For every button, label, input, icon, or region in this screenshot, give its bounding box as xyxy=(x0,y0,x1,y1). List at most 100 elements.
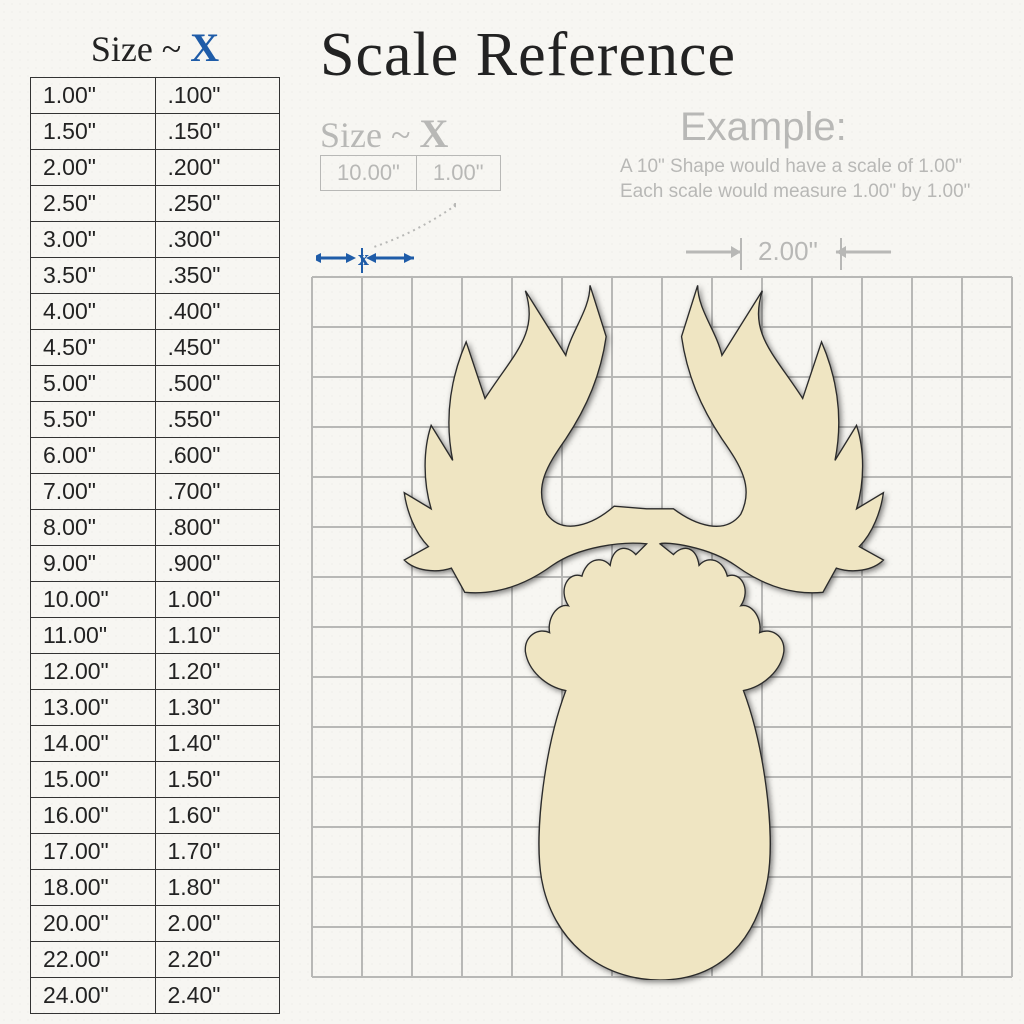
table-cell: 1.50" xyxy=(31,114,156,150)
arrow-right-icon xyxy=(346,253,356,263)
table-cell: 4.50" xyxy=(31,330,156,366)
table-row: 6.00".600" xyxy=(31,438,280,474)
size-table-section: Size ~ X 1.00".100"1.50".150"2.00".200"2… xyxy=(30,24,280,1014)
deer-silhouette-icon xyxy=(370,280,950,980)
table-cell: 17.00" xyxy=(31,834,156,870)
mini-size-title-highlight: X xyxy=(419,111,448,156)
table-cell: 1.80" xyxy=(155,870,280,906)
table-cell: 14.00" xyxy=(31,726,156,762)
arrow-right-icon xyxy=(404,253,414,263)
table-cell: 2.40" xyxy=(155,978,280,1014)
callout-dot-icon xyxy=(454,203,457,208)
table-row: 24.00"2.40" xyxy=(31,978,280,1014)
table-row: 12.00"1.20" xyxy=(31,654,280,690)
table-row: 7.00".700" xyxy=(31,474,280,510)
table-cell: .100" xyxy=(155,78,280,114)
table-cell: 22.00" xyxy=(31,942,156,978)
table-row: 4.50".450" xyxy=(31,330,280,366)
example-text: A 10" Shape would have a scale of 1.00" … xyxy=(620,155,1010,204)
table-row: 18.00"1.80" xyxy=(31,870,280,906)
table-row: 11.00"1.10" xyxy=(31,618,280,654)
table-cell: 9.00" xyxy=(31,546,156,582)
mini-table: 10.00" 1.00" xyxy=(320,155,501,191)
x-label: x xyxy=(358,245,369,270)
table-cell: .900" xyxy=(155,546,280,582)
table-row: 2.00".200" xyxy=(31,150,280,186)
table-row: 14.00"1.40" xyxy=(31,726,280,762)
x-dimension-marker: x xyxy=(316,203,456,273)
arrow-right-icon xyxy=(731,246,741,258)
example-line-2: Each scale would measure 1.00" by 1.00" xyxy=(620,180,1010,205)
table-cell: 1.60" xyxy=(155,798,280,834)
table-cell: .200" xyxy=(155,150,280,186)
table-cell: .400" xyxy=(155,294,280,330)
page-title: Scale Reference xyxy=(320,20,736,91)
table-cell: 3.50" xyxy=(31,258,156,294)
table-cell: 12.00" xyxy=(31,654,156,690)
table-cell: .700" xyxy=(155,474,280,510)
table-cell: 6.00" xyxy=(31,438,156,474)
example-line-1: A 10" Shape would have a scale of 1.00" xyxy=(620,155,1010,180)
table-row: 3.00".300" xyxy=(31,222,280,258)
table-row: 22.00"2.20" xyxy=(31,942,280,978)
table-cell: 8.00" xyxy=(31,510,156,546)
table-cell: .250" xyxy=(155,186,280,222)
table-cell: .350" xyxy=(155,258,280,294)
table-row: 3.50".350" xyxy=(31,258,280,294)
mini-size-title: Size ~ X xyxy=(320,110,448,157)
mini-cell-size: 10.00" xyxy=(321,156,417,191)
example-title: Example: xyxy=(680,105,847,150)
table-cell: 11.00" xyxy=(31,618,156,654)
table-cell: 2.20" xyxy=(155,942,280,978)
table-row: 17.00"1.70" xyxy=(31,834,280,870)
size-table-title-highlight: X xyxy=(190,25,219,70)
dim-label: 2.00" xyxy=(758,236,818,266)
table-row: 15.00"1.50" xyxy=(31,762,280,798)
table-cell: 1.00" xyxy=(155,582,280,618)
arrow-left-icon xyxy=(316,253,321,263)
table-cell: 5.50" xyxy=(31,402,156,438)
table-row: 1.50".150" xyxy=(31,114,280,150)
table-cell: 1.20" xyxy=(155,654,280,690)
scale-grid xyxy=(310,275,1010,975)
table-cell: .550" xyxy=(155,402,280,438)
table-cell: 24.00" xyxy=(31,978,156,1014)
table-cell: 7.00" xyxy=(31,474,156,510)
table-cell: 2.00" xyxy=(155,906,280,942)
two-inch-dimension-marker: 2.00" xyxy=(686,230,936,270)
table-cell: 15.00" xyxy=(31,762,156,798)
table-cell: 1.70" xyxy=(155,834,280,870)
table-row: 4.00".400" xyxy=(31,294,280,330)
table-cell: 1.10" xyxy=(155,618,280,654)
table-cell: 3.00" xyxy=(31,222,156,258)
size-table-title: Size ~ X xyxy=(30,24,280,71)
table-cell: .450" xyxy=(155,330,280,366)
table-row: 10.00"1.00" xyxy=(31,582,280,618)
table-row: 20.00"2.00" xyxy=(31,906,280,942)
table-cell: 10.00" xyxy=(31,582,156,618)
table-cell: 2.00" xyxy=(31,150,156,186)
table-row: 8.00".800" xyxy=(31,510,280,546)
table-cell: 20.00" xyxy=(31,906,156,942)
table-cell: 1.50" xyxy=(155,762,280,798)
table-row: 5.00".500" xyxy=(31,366,280,402)
table-cell: 13.00" xyxy=(31,690,156,726)
table-cell: 5.00" xyxy=(31,366,156,402)
table-cell: .150" xyxy=(155,114,280,150)
table-row: 1.00".100" xyxy=(31,78,280,114)
mini-size-title-prefix: Size ~ xyxy=(320,115,419,155)
table-cell: 2.50" xyxy=(31,186,156,222)
size-table-title-prefix: Size ~ xyxy=(91,29,190,69)
table-row: 13.00"1.30" xyxy=(31,690,280,726)
table-cell: 1.40" xyxy=(155,726,280,762)
table-cell: 16.00" xyxy=(31,798,156,834)
deer-path xyxy=(404,285,883,980)
table-cell: 1.30" xyxy=(155,690,280,726)
size-table: 1.00".100"1.50".150"2.00".200"2.50".250"… xyxy=(30,77,280,1014)
table-cell: 18.00" xyxy=(31,870,156,906)
table-row: 9.00".900" xyxy=(31,546,280,582)
table-row: 16.00"1.60" xyxy=(31,798,280,834)
table-cell: 1.00" xyxy=(31,78,156,114)
table-cell: .300" xyxy=(155,222,280,258)
table-row: 5.50".550" xyxy=(31,402,280,438)
